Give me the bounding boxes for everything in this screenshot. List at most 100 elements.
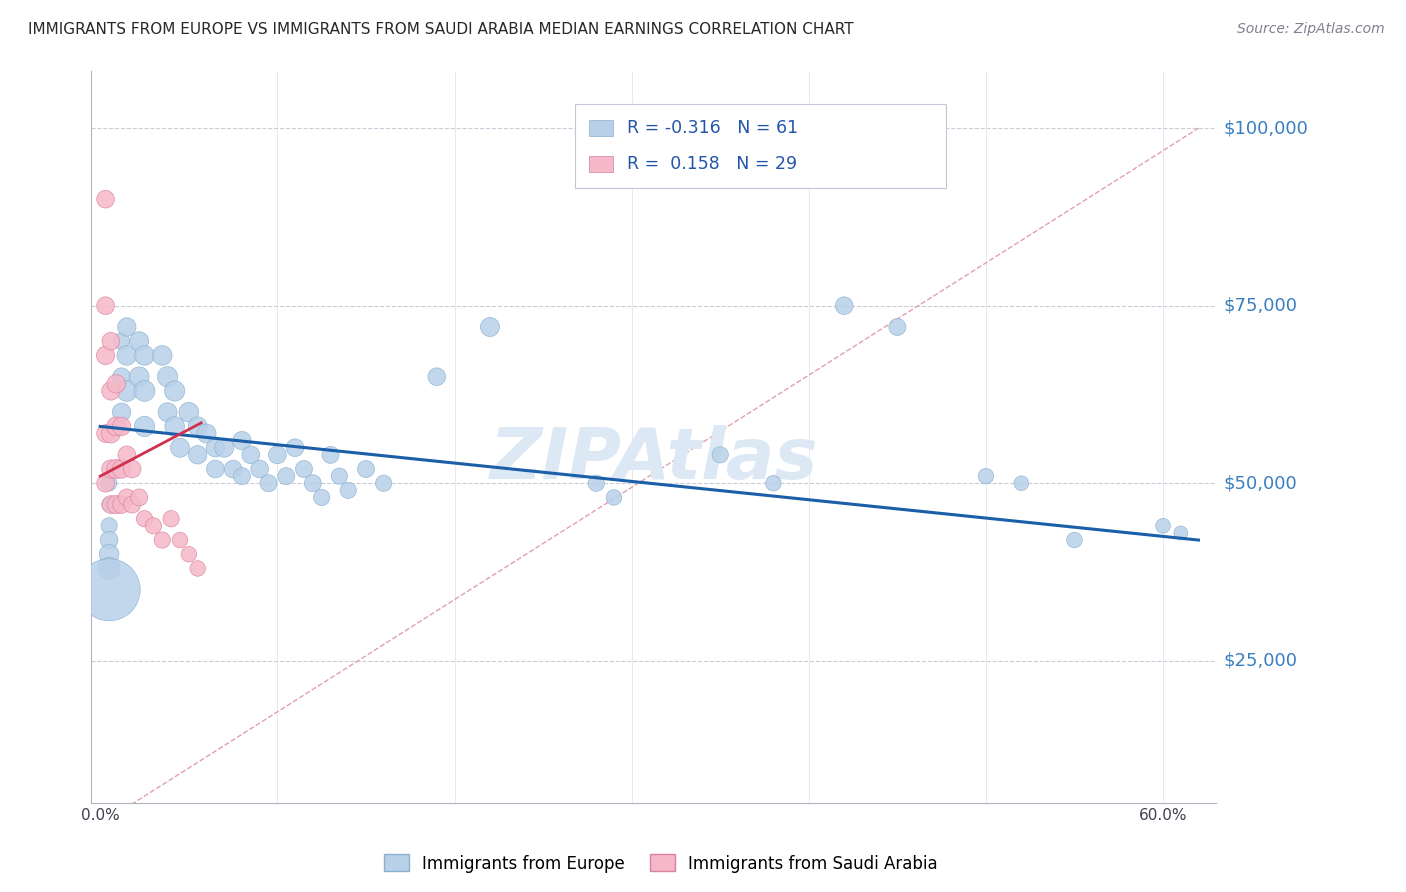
Text: $75,000: $75,000 xyxy=(1223,297,1298,315)
Point xyxy=(187,561,209,575)
Point xyxy=(257,476,280,491)
Point xyxy=(98,561,121,575)
Point xyxy=(128,491,150,505)
Point xyxy=(105,376,128,391)
Point xyxy=(110,369,132,384)
Point xyxy=(231,434,253,448)
Point xyxy=(100,426,122,441)
Text: Source: ZipAtlas.com: Source: ZipAtlas.com xyxy=(1237,22,1385,37)
Point xyxy=(134,419,156,434)
Point xyxy=(105,462,128,476)
Point xyxy=(222,462,245,476)
Point xyxy=(100,384,122,398)
Point xyxy=(1063,533,1085,547)
Point xyxy=(98,582,121,597)
FancyBboxPatch shape xyxy=(589,120,613,136)
FancyBboxPatch shape xyxy=(589,156,613,172)
Point xyxy=(169,533,191,547)
Text: R = -0.316   N = 61: R = -0.316 N = 61 xyxy=(627,119,799,136)
Point xyxy=(115,491,138,505)
Point xyxy=(110,419,132,434)
Point xyxy=(134,384,156,398)
Point xyxy=(1010,476,1032,491)
Point xyxy=(762,476,785,491)
Point xyxy=(110,334,132,349)
Point xyxy=(115,448,138,462)
Point xyxy=(121,498,143,512)
Point xyxy=(373,476,395,491)
Point xyxy=(94,426,117,441)
Point xyxy=(709,448,731,462)
Point xyxy=(426,369,449,384)
Point xyxy=(121,462,143,476)
Point xyxy=(249,462,271,476)
Text: $100,000: $100,000 xyxy=(1223,120,1308,137)
Point xyxy=(603,491,626,505)
Point xyxy=(886,320,908,334)
Point xyxy=(156,369,179,384)
Point xyxy=(187,419,209,434)
Text: R =  0.158   N = 29: R = 0.158 N = 29 xyxy=(627,155,797,173)
Point xyxy=(1170,525,1192,540)
Point xyxy=(134,512,156,526)
Point xyxy=(105,419,128,434)
Point xyxy=(115,384,138,398)
Point xyxy=(128,334,150,349)
Point xyxy=(204,441,226,455)
Point xyxy=(177,547,200,561)
Point xyxy=(585,476,607,491)
Point xyxy=(292,462,315,476)
Point xyxy=(98,476,121,491)
Point xyxy=(354,462,377,476)
Text: IMMIGRANTS FROM EUROPE VS IMMIGRANTS FROM SAUDI ARABIA MEDIAN EARNINGS CORRELATI: IMMIGRANTS FROM EUROPE VS IMMIGRANTS FRO… xyxy=(28,22,853,37)
Point xyxy=(94,192,117,206)
Point xyxy=(94,476,117,491)
Point xyxy=(150,348,173,362)
Point xyxy=(110,462,132,476)
Point xyxy=(128,369,150,384)
Point xyxy=(98,533,121,547)
Point xyxy=(319,448,342,462)
Text: ZIPAtlas: ZIPAtlas xyxy=(489,425,818,493)
Point xyxy=(150,533,173,547)
Text: $50,000: $50,000 xyxy=(1223,475,1296,492)
Point xyxy=(231,469,253,483)
Point xyxy=(94,348,117,362)
Point xyxy=(105,498,128,512)
Point xyxy=(115,320,138,334)
Point xyxy=(204,462,226,476)
Point xyxy=(276,469,298,483)
Point xyxy=(156,405,179,419)
Point xyxy=(974,469,997,483)
Point xyxy=(98,547,121,561)
FancyBboxPatch shape xyxy=(575,104,946,188)
Point xyxy=(160,512,183,526)
Point xyxy=(177,405,200,419)
Point xyxy=(163,384,186,398)
Point xyxy=(212,441,235,455)
Point xyxy=(328,469,350,483)
Point xyxy=(187,448,209,462)
Point xyxy=(832,299,855,313)
Point xyxy=(100,334,122,349)
Point xyxy=(100,462,122,476)
Point xyxy=(266,448,288,462)
Point xyxy=(163,419,186,434)
Point xyxy=(94,299,117,313)
Point xyxy=(169,441,191,455)
Point xyxy=(337,483,360,498)
Point xyxy=(115,348,138,362)
Point xyxy=(284,441,307,455)
Point xyxy=(1152,519,1174,533)
Point xyxy=(311,491,333,505)
Point xyxy=(239,448,262,462)
Point xyxy=(478,320,501,334)
Point xyxy=(301,476,323,491)
Point xyxy=(98,498,121,512)
Legend: Immigrants from Europe, Immigrants from Saudi Arabia: Immigrants from Europe, Immigrants from … xyxy=(377,847,945,880)
Point xyxy=(100,498,122,512)
Point xyxy=(110,405,132,419)
Point xyxy=(195,426,218,441)
Point xyxy=(110,498,132,512)
Text: $25,000: $25,000 xyxy=(1223,652,1298,670)
